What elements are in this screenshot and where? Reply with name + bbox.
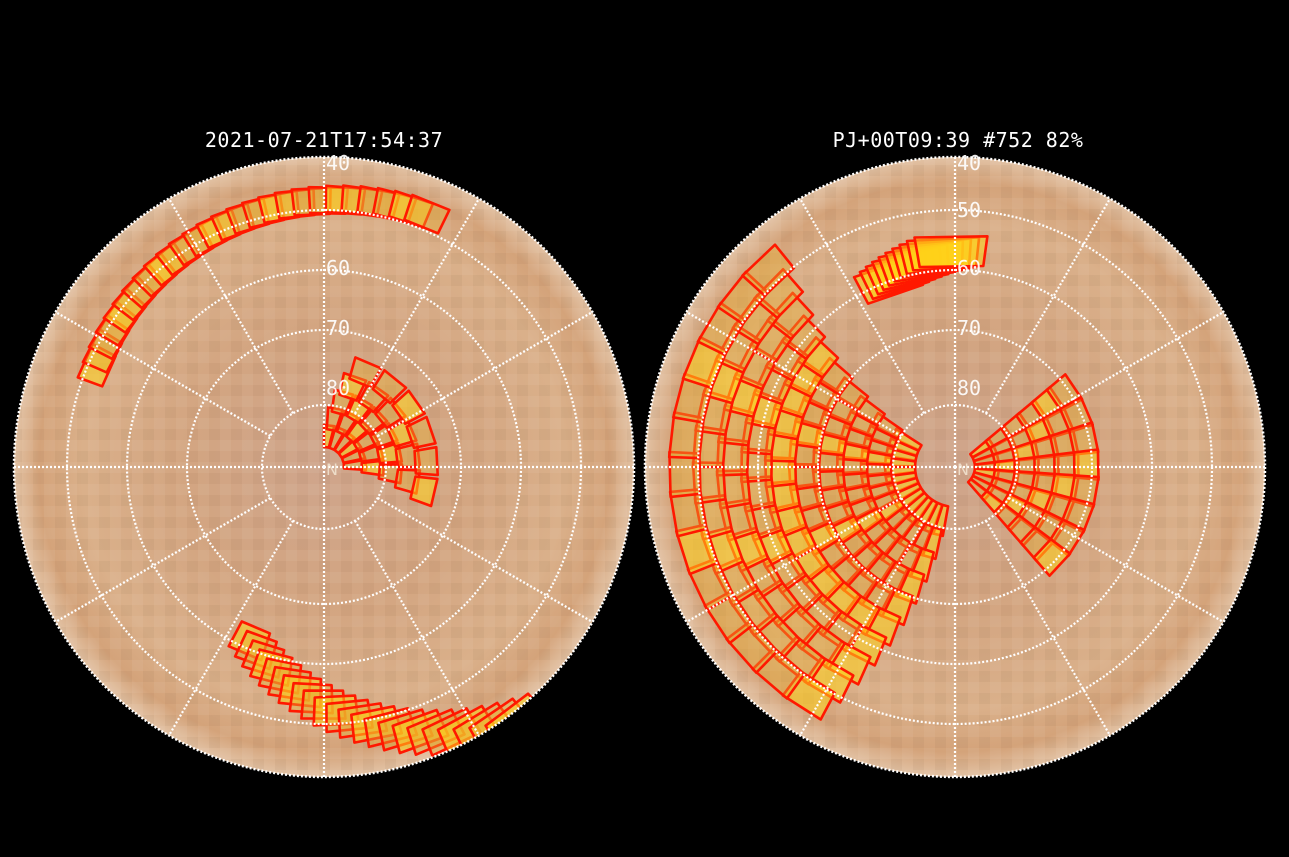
meridian-line xyxy=(798,196,925,414)
meridian-line xyxy=(985,520,1112,738)
right-footprints xyxy=(667,235,1100,721)
footprint-tile xyxy=(753,268,805,320)
meridian-line xyxy=(1008,497,1226,624)
footprint-tile xyxy=(409,475,439,508)
footprint-tile xyxy=(413,445,439,477)
footprint-tile xyxy=(766,291,815,341)
latitude-label: 60 xyxy=(326,256,350,280)
pole-label: N xyxy=(326,460,338,479)
footprint-tile xyxy=(405,415,437,450)
latitude-label: 40 xyxy=(957,151,981,175)
footprint-tile xyxy=(913,235,989,269)
meridian-line xyxy=(167,520,294,738)
footprint-tile xyxy=(348,356,383,389)
latitude-label: 60 xyxy=(957,256,981,280)
meridian-line xyxy=(684,497,902,624)
right-panel-title: PJ+00T09:39 #752 82% xyxy=(832,128,1084,152)
footprint-tile xyxy=(345,417,372,444)
pole-label: N xyxy=(957,460,969,479)
footprint-tile xyxy=(780,314,827,361)
left-limb-circle xyxy=(12,155,636,779)
meridian-line xyxy=(1008,310,1226,437)
left-polar-map: 40 60 70 80 N xyxy=(12,151,636,779)
footprint-tile xyxy=(371,369,408,405)
left-latitude-labels: 40 60 70 80 N xyxy=(326,151,350,479)
meridian-line xyxy=(167,196,294,414)
meridian-line xyxy=(53,310,271,437)
meridian-line xyxy=(354,520,481,738)
latitude-label: 70 xyxy=(326,316,350,340)
latitude-label: 50 xyxy=(957,198,981,222)
right-limb-circle xyxy=(643,155,1267,779)
meridian-line xyxy=(377,310,595,437)
footprint-tile xyxy=(741,243,796,297)
latitude-label: 80 xyxy=(326,376,350,400)
footprint-tile xyxy=(338,371,368,402)
right-graticule xyxy=(645,157,1265,777)
meridian-line xyxy=(354,196,481,414)
footprint-tile xyxy=(345,394,374,425)
footprint-tile xyxy=(357,380,390,414)
footprint-tile xyxy=(869,411,904,441)
footprint-tile xyxy=(796,336,840,379)
latitude-label: 70 xyxy=(957,316,981,340)
left-footprints xyxy=(76,184,549,757)
footprint-tile xyxy=(849,394,886,427)
meridian-line xyxy=(53,497,271,624)
left-graticule xyxy=(14,157,634,777)
right-polar-map: 40 50 60 70 80 N xyxy=(643,151,1267,779)
footprint-tile xyxy=(830,376,870,413)
latitude-label: 80 xyxy=(957,376,981,400)
meridian-line xyxy=(684,310,902,437)
meridian-line xyxy=(798,520,925,738)
footprint-tile xyxy=(391,389,426,426)
latitude-label: 40 xyxy=(326,151,350,175)
meridian-line xyxy=(985,196,1112,414)
left-panel-title: 2021-07-21T17:54:37 xyxy=(204,128,444,152)
meridian-line xyxy=(377,497,595,624)
right-latitude-labels: 40 50 60 70 80 N xyxy=(957,151,981,479)
footprint-tile xyxy=(403,193,451,235)
footprint-tile xyxy=(358,405,389,436)
